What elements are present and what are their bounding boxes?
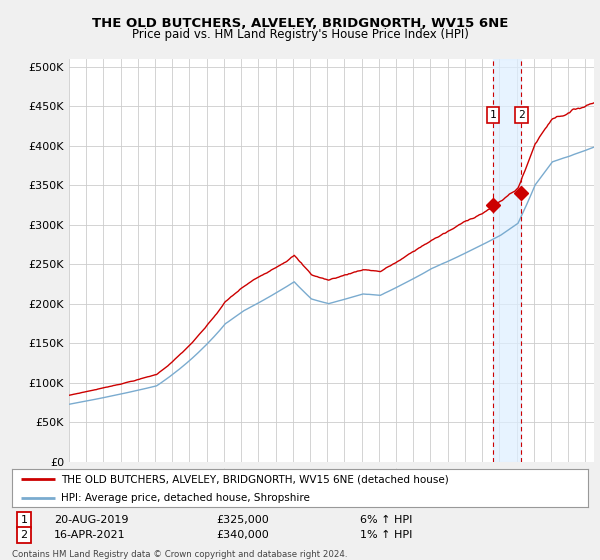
Text: THE OLD BUTCHERS, ALVELEY, BRIDGNORTH, WV15 6NE: THE OLD BUTCHERS, ALVELEY, BRIDGNORTH, W… — [92, 17, 508, 30]
Text: £325,000: £325,000 — [216, 515, 269, 525]
Text: 20-AUG-2019: 20-AUG-2019 — [54, 515, 128, 525]
Text: 2: 2 — [518, 110, 525, 120]
Text: Price paid vs. HM Land Registry's House Price Index (HPI): Price paid vs. HM Land Registry's House … — [131, 28, 469, 41]
Text: £340,000: £340,000 — [216, 530, 269, 540]
Text: 16-APR-2021: 16-APR-2021 — [54, 530, 125, 540]
Text: HPI: Average price, detached house, Shropshire: HPI: Average price, detached house, Shro… — [61, 493, 310, 503]
Text: THE OLD BUTCHERS, ALVELEY, BRIDGNORTH, WV15 6NE (detached house): THE OLD BUTCHERS, ALVELEY, BRIDGNORTH, W… — [61, 474, 449, 484]
Text: 2: 2 — [20, 530, 28, 540]
Text: 6% ↑ HPI: 6% ↑ HPI — [360, 515, 412, 525]
Text: 1: 1 — [490, 110, 496, 120]
Text: 1% ↑ HPI: 1% ↑ HPI — [360, 530, 412, 540]
Text: Contains HM Land Registry data © Crown copyright and database right 2024.
This d: Contains HM Land Registry data © Crown c… — [12, 550, 347, 560]
Text: 1: 1 — [20, 515, 28, 525]
Bar — [493, 59, 521, 462]
